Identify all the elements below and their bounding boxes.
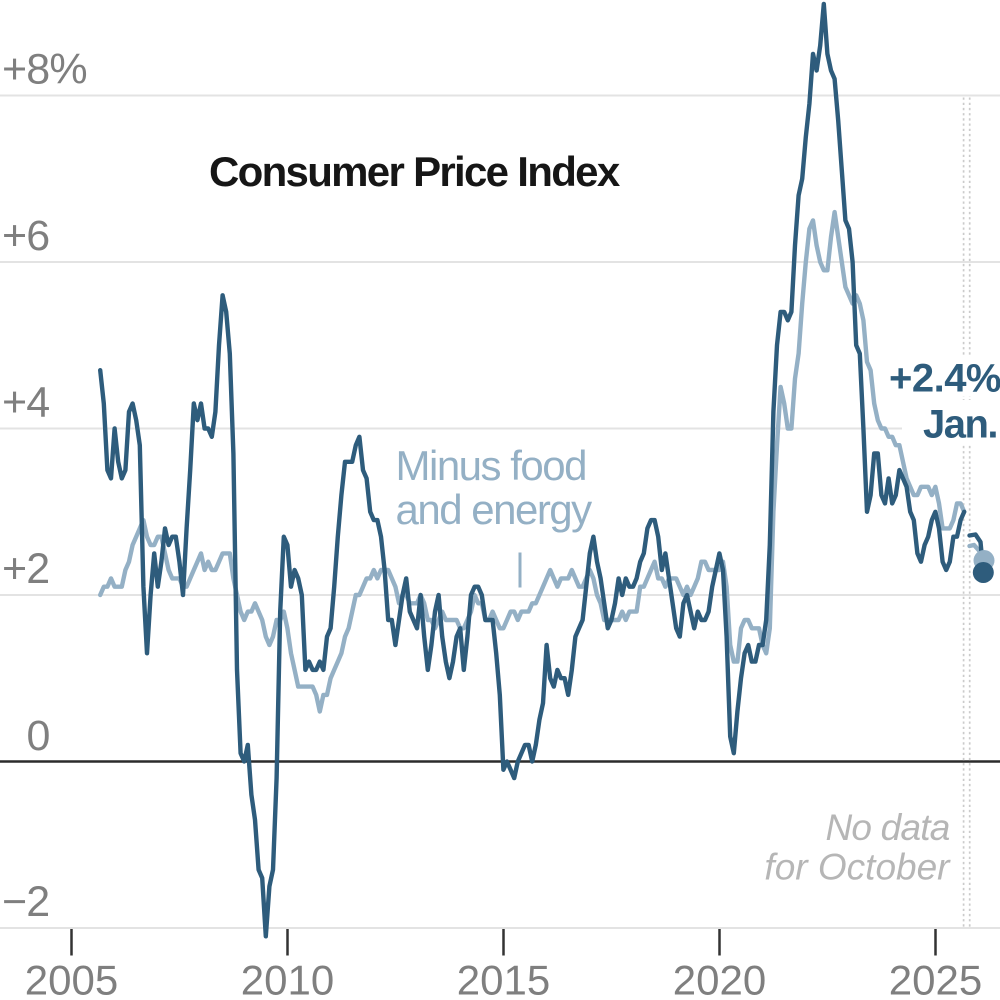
svg-text:+2: +2	[2, 545, 49, 593]
svg-text:2005: 2005	[25, 957, 118, 1000]
svg-text:and energy: and energy	[396, 486, 593, 533]
svg-text:2010: 2010	[241, 957, 334, 1000]
svg-text:2015: 2015	[457, 957, 550, 1000]
svg-text:0: 0	[27, 712, 50, 760]
svg-text:No data: No data	[826, 807, 950, 848]
svg-text:for October: for October	[764, 847, 951, 888]
svg-text:−2: −2	[2, 878, 49, 926]
svg-text:2025: 2025	[889, 957, 982, 1000]
svg-text:+8%: +8%	[2, 45, 87, 93]
svg-text:Jan.: Jan.	[923, 403, 997, 447]
svg-text:+6: +6	[2, 212, 49, 260]
svg-text:+2.4%: +2.4%	[889, 357, 1000, 401]
svg-text:+4: +4	[2, 378, 49, 426]
svg-text:Consumer Price Index: Consumer Price Index	[209, 148, 621, 195]
svg-text:Minus food: Minus food	[396, 442, 586, 489]
svg-text:2020: 2020	[673, 957, 766, 1000]
